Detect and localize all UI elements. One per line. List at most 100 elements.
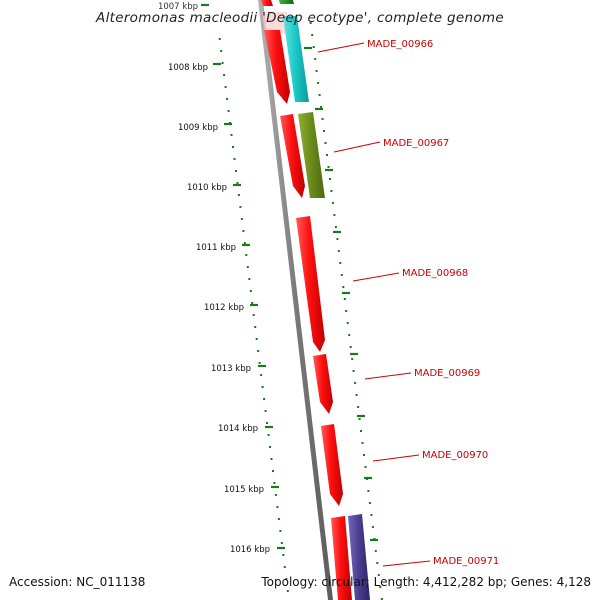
ring-dot (243, 242, 246, 244)
ring-dot (360, 430, 362, 432)
scale-tick-label: 1011 kbp (196, 243, 236, 253)
ring-dot (331, 202, 334, 204)
ring-dot (380, 598, 383, 600)
ring-dot (220, 50, 223, 52)
scale-ticks: 1007 kbp 1008 kbp 1009 kbp 1010 kbp 1011… (158, 2, 285, 555)
ring-dot (370, 514, 373, 516)
scale-tick-label: 1008 kbp (168, 63, 208, 73)
ring-dot (337, 250, 340, 252)
ring-dot (226, 98, 229, 100)
ring-dot (235, 170, 237, 172)
ring-dot (334, 226, 337, 228)
ring-dot (242, 230, 245, 232)
ring-dot (323, 130, 325, 132)
ring-dot (348, 334, 351, 336)
gene-label-group: MADE_00970 (372, 450, 488, 462)
ring-dot (221, 62, 224, 64)
gene-arrow-made-00966[interactable] (264, 30, 290, 104)
ring-dot (248, 278, 251, 280)
ring-dot (258, 362, 261, 364)
gene-labels: MADE_00966 MADE_00967 MADE_00968 MADE_00… (317, 39, 499, 567)
ring-dot (276, 506, 279, 508)
ring-dot (251, 302, 254, 304)
ring-dot (324, 142, 327, 144)
ring-dot (282, 554, 285, 556)
ring-dot (224, 86, 227, 88)
gene-label-group: MADE_00969 (364, 368, 480, 380)
ring-dot (312, 46, 315, 48)
ring-dot (364, 466, 367, 468)
ring-dot (357, 406, 360, 408)
ring-dot (311, 34, 314, 36)
gene-label[interactable]: MADE_00970 (422, 450, 488, 461)
gene-label-group: MADE_00971 (382, 556, 499, 567)
ring-dot (320, 106, 323, 108)
ring-dot (218, 38, 221, 40)
ring-dot (309, 22, 312, 24)
scale-tick: 1010 kbp (187, 183, 241, 193)
scale-tick: 1015 kbp (224, 485, 279, 495)
gene-arrow-made-00967-olive[interactable] (298, 112, 325, 198)
ring-dot (232, 146, 234, 148)
ring-dot (317, 82, 320, 84)
gene-label[interactable]: MADE_00966 (367, 39, 433, 50)
scale-tick: 1016 kbp (230, 545, 285, 555)
ring-dot (371, 526, 374, 528)
ring-dot (327, 166, 330, 168)
gene-label-group: MADE_00968 (352, 268, 468, 282)
gene-fragment-top-red (261, 0, 273, 6)
ring-dot (261, 386, 264, 388)
ring-dot (274, 494, 277, 496)
scale-tick-label: 1013 kbp (211, 364, 251, 374)
ring-dot (267, 434, 270, 436)
ring-dot (264, 410, 267, 412)
ring-dot (342, 286, 345, 288)
gene-arrow-made-00971[interactable] (331, 516, 352, 600)
ring-dot (236, 182, 239, 184)
ring-dot (239, 206, 242, 208)
ring-dot (237, 194, 240, 196)
gene-label[interactable]: MADE_00971 (433, 556, 499, 567)
ring-dot (374, 550, 377, 552)
ring-dot (349, 346, 352, 348)
ring-dot (355, 394, 358, 396)
gene-arrow-made-00968[interactable] (296, 216, 325, 352)
gene-arrow-made-00971-purple[interactable] (348, 514, 370, 600)
scale-tick: 1012 kbp (204, 303, 258, 313)
outer-ring-ticks (304, 46, 378, 542)
ring-dot (227, 110, 230, 112)
ring-dot (255, 338, 258, 340)
ring-dot (340, 274, 343, 276)
scale-tick: 1014 kbp (218, 424, 273, 434)
ring-dot (279, 530, 282, 532)
ring-dot (354, 382, 357, 384)
ring-dot (263, 398, 266, 400)
ring-dot (351, 358, 354, 360)
gene-label[interactable]: MADE_00968 (402, 268, 468, 279)
ring-dot (330, 190, 333, 192)
scale-tick-label: 1012 kbp (204, 303, 244, 313)
ring-dot (230, 134, 233, 136)
ring-dot (367, 490, 370, 492)
ring-dot (333, 214, 336, 216)
gene-arrow-made-00967[interactable] (280, 114, 305, 198)
scale-tick-label: 1007 kbp (158, 2, 198, 12)
gene-label[interactable]: MADE_00969 (414, 368, 480, 379)
ring-dot (266, 422, 268, 424)
scale-tick-label: 1014 kbp (218, 424, 258, 434)
gene-arrow-made-00970[interactable] (321, 424, 343, 506)
scale-tick-label: 1016 kbp (230, 545, 270, 555)
scale-tick-label: 1010 kbp (187, 183, 227, 193)
ring-dot (286, 590, 289, 592)
gene-arrow-made-00966-cyan[interactable] (283, 16, 309, 102)
ring-dot (252, 314, 255, 316)
gene-label[interactable]: MADE_00967 (383, 138, 449, 149)
scale-tick: 1007 kbp (158, 2, 209, 12)
ring-dot (368, 502, 371, 504)
ring-dot (346, 322, 349, 324)
gene-arrow-made-00969[interactable] (313, 354, 333, 414)
ring-dot (352, 370, 355, 372)
ring-dot (254, 326, 257, 328)
topology-text: Topology: circular; Length: 4,412,282 bp… (261, 575, 591, 589)
